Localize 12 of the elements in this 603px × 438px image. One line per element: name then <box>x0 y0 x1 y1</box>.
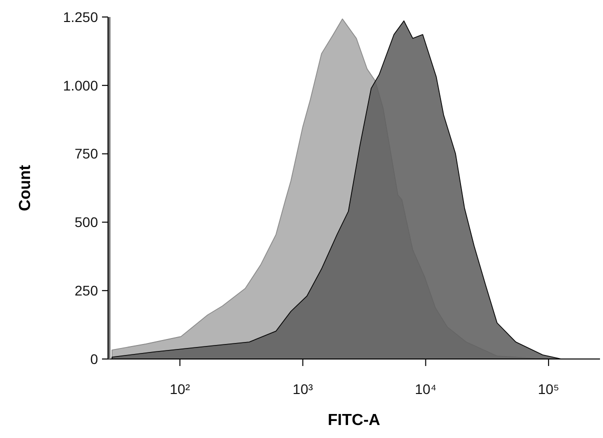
x-axis-title: FITC-A <box>328 412 381 429</box>
y-axis-title: Count <box>17 164 34 212</box>
y-tick-label: 250 <box>74 282 98 298</box>
y-tick-label: 500 <box>74 214 98 230</box>
x-tick-label: 10³ <box>292 381 314 397</box>
y-tick-label: 1.250 <box>62 8 98 25</box>
x-tick-label: 10⁴ <box>414 381 436 397</box>
x-tick-label: 10² <box>170 381 190 397</box>
y-tick-label: 750 <box>74 146 98 162</box>
y-tick-label: 1.000 <box>62 77 98 94</box>
y-tick-label: 0 <box>90 350 98 367</box>
x-tick-label: 10⁵ <box>538 381 560 397</box>
